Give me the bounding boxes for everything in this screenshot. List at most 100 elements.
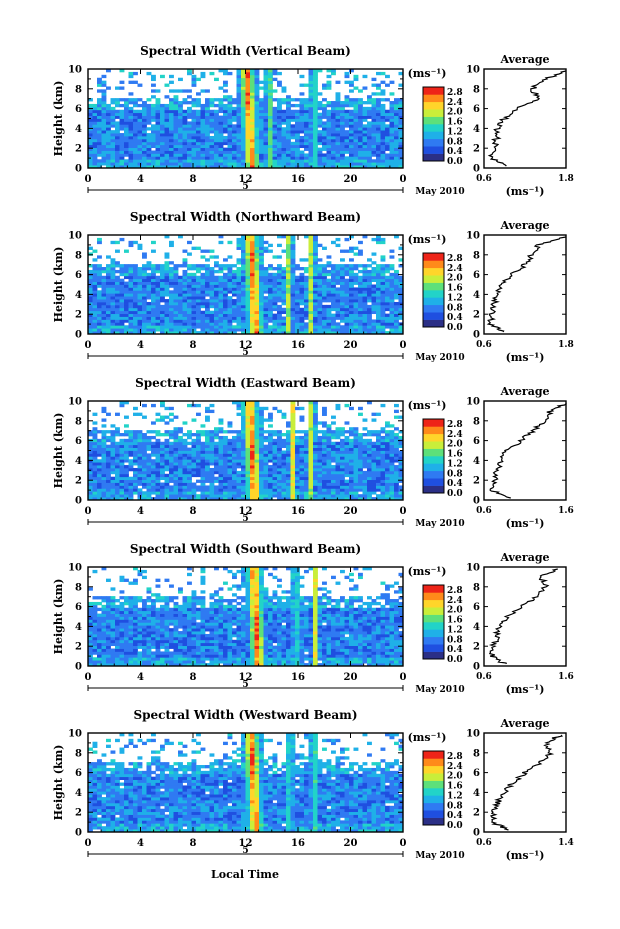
heatmap-cell [371, 135, 377, 140]
heatmap-cell [286, 421, 291, 425]
heatmap-cell [142, 299, 147, 303]
heatmap-cell [160, 316, 165, 320]
heatmap-cell [349, 103, 354, 108]
heatmap-cell [268, 124, 273, 128]
heatmap-cell [155, 470, 161, 475]
heatmap-cell [362, 133, 368, 137]
heatmap-cell [335, 147, 341, 151]
heatmap-cell [308, 281, 314, 285]
heatmap-cell [151, 281, 156, 285]
heatmap-cell [88, 252, 93, 256]
heatmap-cell [398, 162, 404, 166]
heatmap-cell [142, 450, 147, 454]
heatmap-cell [182, 456, 188, 460]
heatmap-cell [173, 430, 179, 434]
heatmap-cell [146, 109, 152, 114]
heatmap-cell [344, 74, 350, 79]
heatmap-cell [349, 284, 354, 288]
heatmap-cell [164, 476, 170, 481]
heatmap-cell [200, 249, 206, 253]
heatmap-cell [268, 156, 273, 160]
heatmap-cell [133, 133, 138, 137]
heatmap-cell [223, 156, 228, 160]
heatmap-cell [137, 322, 143, 326]
heatmap-cell [313, 112, 318, 116]
heatmap-cell [335, 243, 341, 248]
heatmap-cell [331, 141, 336, 146]
heatmap-cell [110, 310, 116, 315]
heatmap-cell [182, 293, 188, 297]
heatmap-cell [380, 144, 386, 149]
heatmap-cell [340, 272, 345, 277]
heatmap-cell [371, 293, 377, 297]
heatmap-cell [371, 150, 377, 154]
heatmap-cell [322, 278, 327, 282]
heatmap-cell [173, 293, 179, 297]
heatmap-cell [164, 430, 170, 434]
heatmap-cell [313, 109, 318, 114]
heatmap-cell [304, 275, 309, 280]
heatmap-cell [236, 447, 242, 451]
heatmap-cell [182, 479, 188, 483]
heatmap-cell [110, 101, 116, 105]
heatmap-cell [160, 447, 165, 451]
heatmap-cell [322, 325, 327, 329]
heatmap-cell [133, 101, 138, 105]
heatmap-cell [385, 287, 390, 291]
heatmap-cell [137, 459, 143, 463]
heatmap-cell [133, 118, 138, 122]
heatmap-cell [236, 406, 242, 411]
heatmap-cell [232, 473, 237, 478]
heatmap-cell [218, 269, 224, 274]
heatmap-cell [137, 269, 143, 274]
heatmap-cell [277, 115, 282, 119]
heatmap-cell [173, 470, 179, 475]
heatmap-cell [160, 127, 165, 131]
heatmap-cell [97, 494, 102, 498]
heatmap-cell [151, 325, 156, 329]
heatmap-cell [281, 267, 287, 271]
heatmap-cell [110, 459, 116, 463]
heatmap-cell [187, 150, 192, 154]
heatmap-cell [173, 488, 179, 492]
heatmap-cell [367, 328, 372, 332]
heatmap-cell [169, 153, 174, 157]
heatmap-cell [191, 473, 197, 478]
heatmap-cell [142, 310, 147, 315]
heatmap-cell [281, 488, 287, 492]
heatmap-cell [110, 325, 116, 329]
average-x-tick-label: 1.8 [558, 340, 574, 350]
heatmap-cell [371, 237, 377, 242]
heatmap-cell [259, 290, 264, 294]
heatmap-cell [290, 293, 296, 297]
heatmap-cell [97, 450, 102, 454]
heatmap-cell [223, 138, 228, 143]
heatmap-cell [200, 304, 206, 309]
heatmap-cell [245, 267, 251, 271]
heatmap-cell [128, 162, 134, 166]
heatmap-cell [304, 296, 309, 300]
heatmap-cell [245, 165, 251, 169]
heatmap-cell [133, 112, 138, 116]
heatmap-cell [124, 494, 129, 498]
heatmap-cell [245, 290, 251, 294]
heatmap-cell [88, 485, 93, 489]
heatmap-cell [259, 482, 264, 486]
heatmap-cell [128, 92, 134, 96]
heatmap-cell [272, 491, 278, 495]
heatmap-cell [97, 491, 102, 495]
heatmap-cell [340, 319, 345, 323]
heatmap-cell [326, 284, 332, 288]
heatmap-cell [101, 293, 107, 297]
heatmap-cell [164, 255, 170, 259]
heatmap-cell [340, 287, 345, 291]
heatmap-cell [259, 261, 264, 265]
heatmap-cell [376, 293, 381, 297]
heatmap-cell [164, 138, 170, 143]
heatmap-cell [128, 494, 134, 498]
heatmap-cell [92, 156, 98, 160]
heatmap-cell [173, 156, 179, 160]
heatmap-cell [133, 473, 138, 478]
heatmap-cell [394, 109, 399, 114]
heatmap-cell [250, 488, 255, 492]
